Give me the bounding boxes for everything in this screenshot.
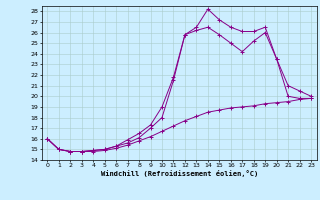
X-axis label: Windchill (Refroidissement éolien,°C): Windchill (Refroidissement éolien,°C) xyxy=(100,170,258,177)
